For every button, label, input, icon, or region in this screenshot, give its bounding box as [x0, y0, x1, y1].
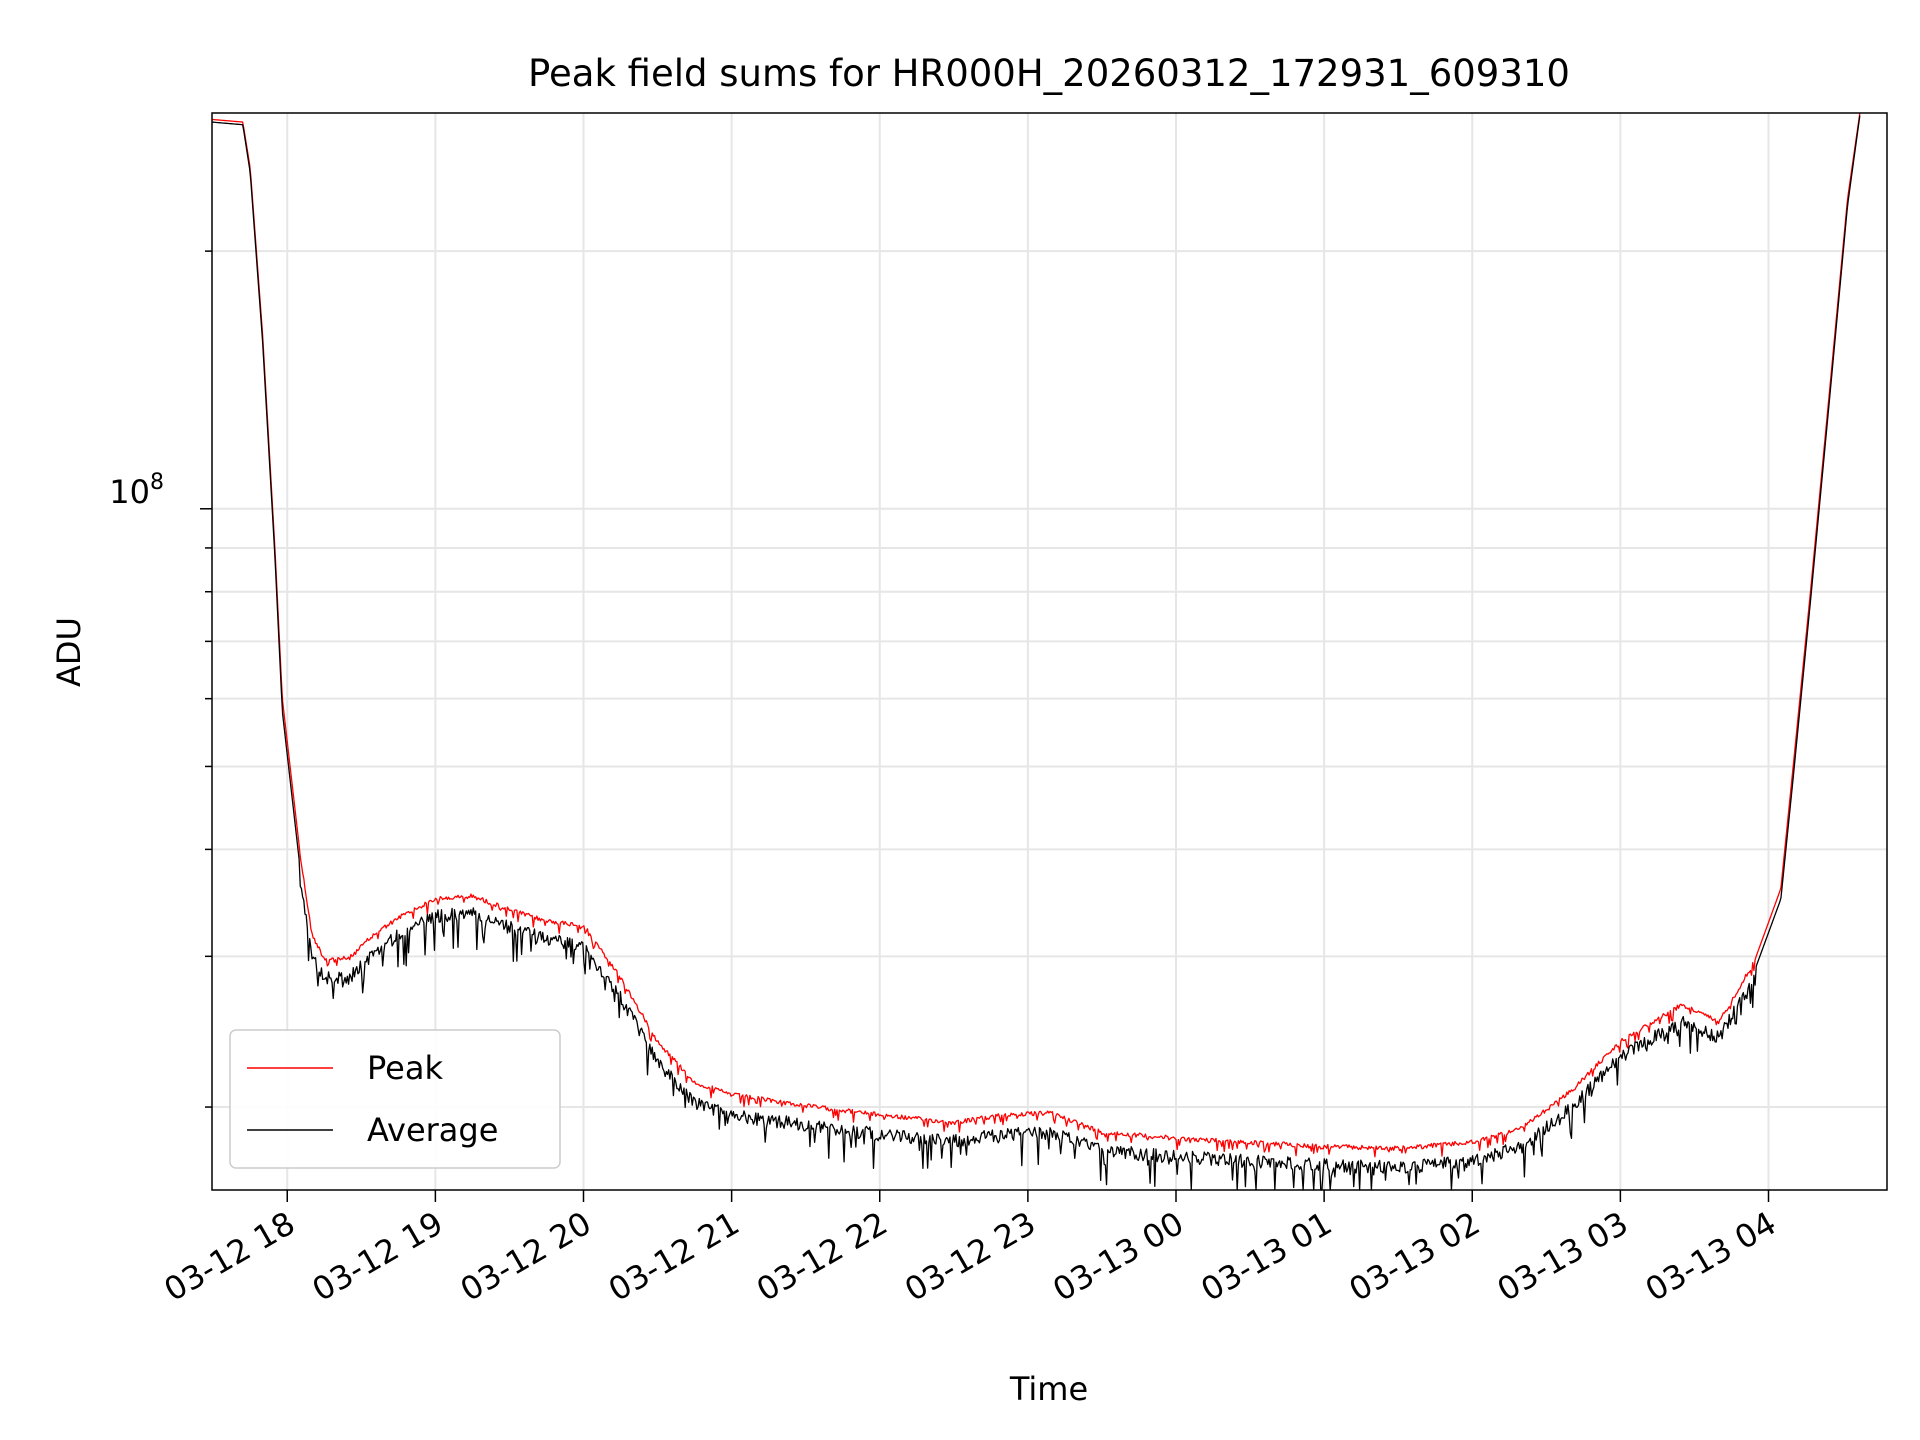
y-tick-label: 108 — [109, 470, 164, 511]
chart-title: Peak field sums for HR000H_20260312_1729… — [528, 52, 1570, 95]
legend-label-peak: Peak — [367, 1049, 443, 1087]
plot-frame — [211, 112, 1888, 1191]
x-axis-label: Time — [1009, 1370, 1088, 1408]
series-line-average — [211, 115, 1861, 1191]
y-axis-label: ADU — [50, 617, 88, 687]
legend-label-average: Average — [367, 1111, 498, 1149]
legend: Peak Average — [229, 1029, 561, 1169]
series-layer — [211, 112, 1861, 1191]
grid — [212, 113, 1887, 1190]
legend-box — [229, 1029, 561, 1169]
series-line-peak — [211, 112, 1861, 1158]
